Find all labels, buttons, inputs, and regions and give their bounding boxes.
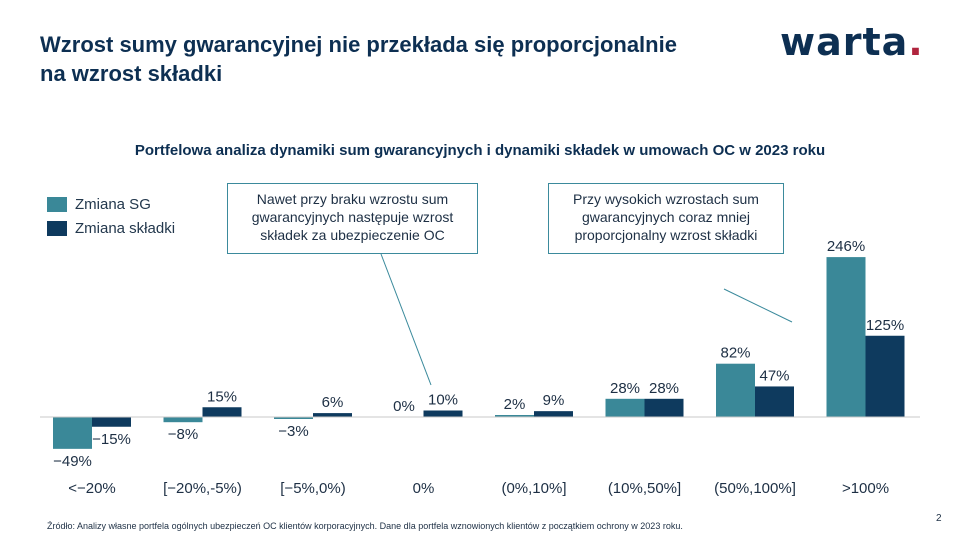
bar-sg	[163, 417, 203, 423]
callout-2-pointer	[723, 288, 793, 323]
x-tick-label: [−20%,-5%)	[163, 480, 242, 497]
data-label-skladka: 10%	[428, 392, 458, 409]
callout-high-growth: Przy wysokich wzrostach sum gwarancyjnyc…	[548, 183, 784, 254]
x-tick-label: [−5%,0%)	[280, 480, 345, 497]
data-label-sg: −3%	[278, 423, 308, 440]
x-tick-label: (50%,100%]	[714, 480, 796, 497]
chart-legend: Zmiana SG Zmiana składki	[47, 192, 175, 240]
legend-item-skladka: Zmiana składki	[47, 216, 175, 240]
bar-skladka	[534, 411, 573, 417]
x-tick-label: 0%	[413, 480, 435, 497]
data-label-skladka: 125%	[866, 317, 904, 334]
title-line-2: na wzrost składki	[40, 61, 223, 86]
bar-skladka	[423, 410, 463, 417]
bar-sg	[274, 417, 313, 419]
data-label-sg: −49%	[53, 453, 92, 470]
x-tick-label: >100%	[842, 480, 889, 497]
bar-sg	[826, 257, 866, 417]
callout-2-line-3: proporcjonalny wzrost składki	[574, 227, 758, 243]
logo-dot: .	[908, 20, 924, 64]
legend-label-sg: Zmiana SG	[75, 195, 151, 213]
callout-2-line-2: gwarancyjnych coraz mniej	[581, 209, 751, 225]
bar-sg	[716, 363, 755, 417]
data-label-sg: 28%	[610, 380, 640, 397]
data-label-skladka: 15%	[207, 388, 237, 405]
bar-skladka	[92, 417, 131, 427]
data-label-skladka: 47%	[759, 367, 789, 384]
data-label-sg: 246%	[827, 238, 865, 255]
legend-swatch-skladka	[47, 220, 67, 236]
data-label-skladka: 28%	[649, 380, 679, 397]
callout-1-pointer	[380, 253, 432, 386]
bar-skladka	[313, 413, 352, 417]
source-note: Źródło: Analizy własne portfela ogólnych…	[47, 521, 683, 531]
callout-1-line-3: składek za ubezpieczenie OC	[260, 227, 445, 243]
chart-title: Portfelowa analiza dynamiki sum gwarancy…	[134, 142, 826, 159]
title-line-1: Wzrost sumy gwarancyjnej nie przekłada s…	[40, 32, 677, 57]
page-number: 2	[936, 513, 942, 524]
data-label-sg: 2%	[504, 396, 526, 413]
callout-no-growth: Nawet przy braku wzrostu sum gwarancyjny…	[227, 183, 478, 254]
bar-skladka	[644, 398, 684, 417]
bars-group: −49%−15% <−20% −8% 15% [−20%,-5%) −3% 6% [−5%,0…	[53, 238, 905, 497]
callout-1-line-2: gwarancyjnych następuje wzrost	[251, 209, 454, 225]
data-label-skladka: 6%	[322, 394, 344, 411]
x-tick-label: (0%,10%]	[501, 480, 566, 497]
page-title: Wzrost sumy gwarancyjnej nie przekłada s…	[40, 30, 760, 88]
bar-skladka	[202, 407, 242, 417]
legend-swatch-sg	[47, 196, 67, 212]
callout-1-line-1: Nawet przy braku wzrostu sum	[256, 191, 449, 207]
x-tick-label: (10%,50%]	[608, 480, 681, 497]
warta-logo: warta.	[780, 20, 924, 64]
data-label-sg: 82%	[720, 345, 750, 362]
data-label-skladka: 9%	[543, 392, 565, 409]
bar-skladka	[865, 335, 905, 417]
data-label-sg: 0%	[393, 398, 415, 415]
bar-sg	[605, 398, 645, 417]
legend-item-sg: Zmiana SG	[47, 192, 175, 216]
legend-label-skladka: Zmiana składki	[75, 219, 176, 237]
data-label-skladka: −15%	[92, 431, 131, 448]
bar-sg	[53, 417, 92, 449]
callout-2-line-1: Przy wysokich wzrostach sum	[573, 191, 759, 207]
data-label-sg: −8%	[168, 426, 198, 443]
logo-text: warta	[780, 20, 909, 64]
bar-sg	[495, 415, 534, 417]
bar-skladka	[755, 386, 794, 417]
x-tick-label: <−20%	[68, 480, 116, 497]
